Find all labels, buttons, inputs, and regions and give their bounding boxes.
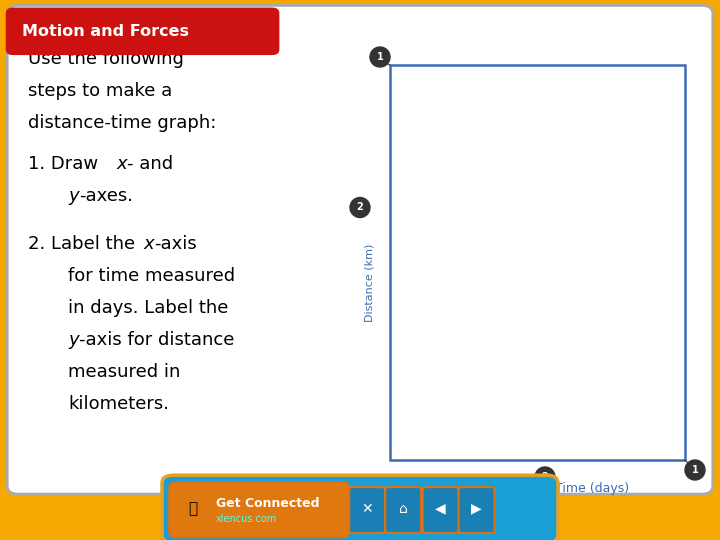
Text: 1. Draw: 1. Draw	[28, 155, 104, 173]
Circle shape	[685, 460, 705, 480]
Text: kilometers.: kilometers.	[68, 395, 169, 413]
Text: Distance (km): Distance (km)	[365, 244, 375, 322]
Text: ◀: ◀	[436, 502, 446, 516]
Circle shape	[350, 198, 370, 218]
Text: 2: 2	[541, 472, 549, 482]
Text: 2. Label the: 2. Label the	[28, 235, 141, 253]
Text: y: y	[68, 331, 78, 349]
Text: Lesson 2: Lesson 2	[623, 24, 698, 39]
Text: Use the following: Use the following	[28, 50, 184, 68]
Text: 1: 1	[692, 465, 698, 475]
Text: xlencus.com: xlencus.com	[216, 515, 277, 524]
Text: Motion and Forces: Motion and Forces	[22, 24, 189, 39]
Text: Get Connected: Get Connected	[216, 497, 320, 510]
Text: measured in: measured in	[68, 363, 181, 381]
Text: ▶: ▶	[472, 502, 482, 516]
Text: x: x	[143, 235, 153, 253]
Text: -axis: -axis	[154, 235, 197, 253]
Text: Time (days): Time (days)	[555, 482, 629, 495]
Text: 2: 2	[356, 202, 364, 213]
Text: -axis for distance: -axis for distance	[79, 331, 235, 349]
Circle shape	[370, 47, 390, 67]
Bar	[390, 65, 685, 460]
Text: - and: - and	[127, 155, 173, 173]
Text: ⌂: ⌂	[399, 502, 408, 516]
Circle shape	[535, 467, 555, 487]
Text: steps to make a: steps to make a	[28, 82, 172, 100]
Text: for time measured: for time measured	[68, 267, 235, 285]
Text: y: y	[68, 187, 78, 205]
Text: -axes.: -axes.	[79, 187, 133, 205]
Text: 1: 1	[377, 52, 383, 62]
Text: distance-time graph:: distance-time graph:	[28, 114, 217, 132]
Text: x: x	[116, 155, 127, 173]
Text: ✕: ✕	[361, 502, 373, 516]
Text: in days. Label the: in days. Label the	[68, 299, 228, 317]
Text: 🚌: 🚌	[189, 501, 198, 516]
